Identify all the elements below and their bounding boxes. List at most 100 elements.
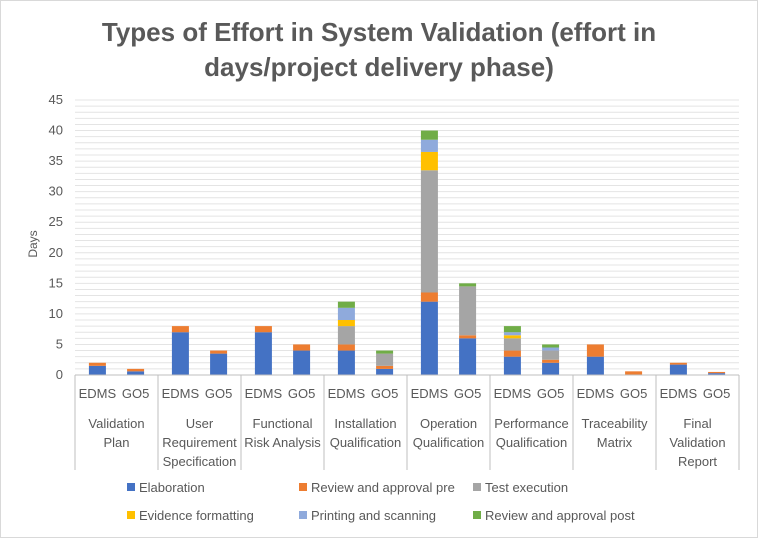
group-label: Qualification [413,435,485,450]
legend-swatch [127,483,135,491]
bar-segment [337,307,355,320]
bar-segment [88,362,106,366]
bar-segment [337,320,355,327]
chart-title-line-1: Types of Effort in System Validation (ef… [102,17,656,47]
bar-segment [337,344,355,351]
bar-segment [127,368,145,372]
bar-segment [337,350,355,375]
legend-swatch [473,483,481,491]
y-tick-label: 5 [56,336,63,351]
bar-segment [586,356,604,375]
bar-segment [376,350,394,354]
bar-segment [542,359,560,363]
y-axis-label: Days [26,230,40,257]
bar-segment [420,139,438,152]
y-tick-label: 0 [56,367,63,382]
bar-segment [503,335,521,339]
legend-label: Evidence formatting [139,508,254,523]
bar-segment [459,283,477,287]
bar-label: EDMS [660,386,698,401]
group-label: Qualification [330,435,402,450]
group-label: Installation [334,416,396,431]
bar-segment [420,292,438,302]
bar-label: EDMS [162,386,200,401]
bar-label: GO5 [620,386,647,401]
legend-label: Elaboration [139,480,205,495]
legend-swatch [127,511,135,519]
bar-segment [708,373,726,375]
bar-segment [293,344,311,351]
bar-segment [376,368,394,375]
legend-label: Test execution [485,480,568,495]
group-label: Requirement [162,435,237,450]
group-label: Plan [103,435,129,450]
bar-label: GO5 [703,386,730,401]
bar-label: GO5 [205,386,232,401]
bar-label: GO5 [122,386,149,401]
y-tick-label: 10 [49,306,63,321]
y-tick-label: 40 [49,123,63,138]
bars [88,130,726,375]
bar-segment [171,332,189,375]
legend-label: Review and approval pre [311,480,455,495]
bar-segment [459,286,477,336]
bar-segment [420,130,438,140]
bar-segment [542,347,560,351]
legend-swatch [299,511,307,519]
bar-segment [542,362,560,375]
bar-label: EDMS [494,386,532,401]
bar-segment [669,362,687,365]
bar-segment [542,344,560,348]
group-label: Matrix [597,435,633,450]
y-tick-label: 30 [49,184,63,199]
bar-segment [420,151,438,171]
bar-segment [210,350,228,354]
group-label: Performance [494,416,568,431]
legend: Elaboration Review and approval pre Test e… [127,480,635,523]
group-label: Validation [88,416,144,431]
y-tick-label: 25 [49,214,63,229]
bar-segment [420,301,438,375]
bar-segment [293,350,311,375]
bar-label: GO5 [371,386,398,401]
chart-title-line-2: days/project delivery phase) [204,52,554,82]
bar-segment [254,332,272,375]
y-axis-ticks: 0 5 10 15 20 25 30 35 40 45 [49,92,63,382]
x-axis: EDMS GO5 Validation Plan EDMS GO5 User Requirem… [74,374,740,470]
group-label: User [186,416,214,431]
y-tick-label: 35 [49,153,63,168]
group-label: Operation [420,416,477,431]
bar-label: EDMS [245,386,283,401]
bar-segment [376,353,394,366]
bar-label: EDMS [328,386,366,401]
y-tick-label: 15 [49,275,63,290]
bar-segment [88,365,106,375]
legend-swatch [473,511,481,519]
bar-segment [625,371,643,375]
bar-segment [669,364,687,375]
legend-label: Printing and scanning [311,508,436,523]
bar-segment [254,326,272,333]
group-label: Qualification [496,435,568,450]
bar-segment [376,365,394,369]
bar-segment [586,344,604,357]
group-label: Final [683,416,711,431]
bar-label: GO5 [454,386,481,401]
legend-label: Review and approval post [485,508,635,523]
group-label: Validation [669,435,725,450]
bar-segment [171,326,189,333]
bar-segment [542,350,560,360]
bar-segment [420,170,438,293]
group-label: Functional [253,416,313,431]
y-tick-label: 20 [49,245,63,260]
bar-segment [503,326,521,333]
group-label: Report [678,454,717,469]
bar-segment [210,353,228,375]
group-label: Specification [163,454,237,469]
group-label: Risk Analysis [244,435,321,450]
bar-segment [459,338,477,375]
bar-label: GO5 [537,386,564,401]
legend-swatch [299,483,307,491]
bar-segment [127,371,145,375]
